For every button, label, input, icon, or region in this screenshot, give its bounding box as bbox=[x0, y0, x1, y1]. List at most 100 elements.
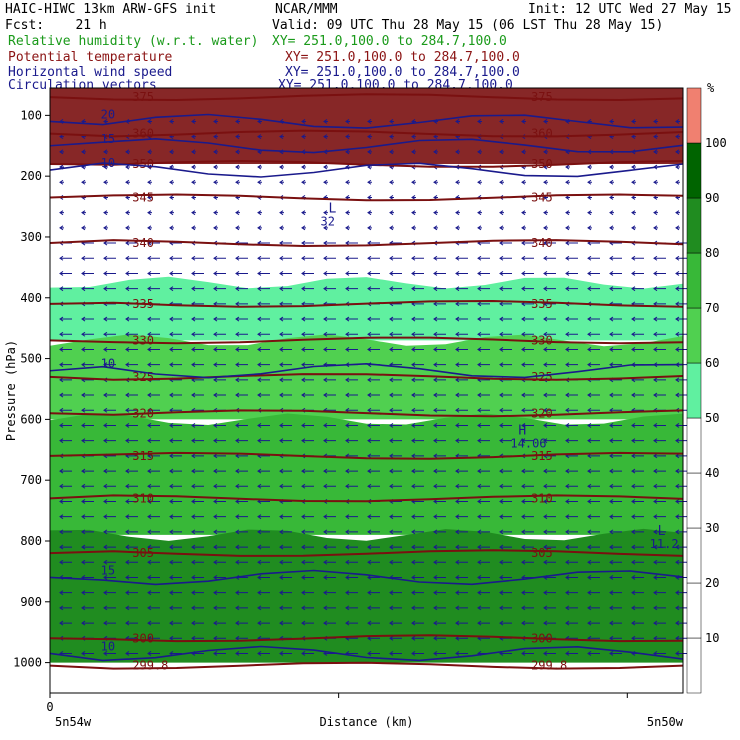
circulation-vector bbox=[609, 225, 614, 231]
circulation-vector bbox=[675, 438, 688, 444]
circulation-vector bbox=[675, 225, 680, 231]
circulation-vector bbox=[543, 119, 548, 124]
circulation-vector bbox=[235, 286, 248, 292]
circulation-vector bbox=[279, 590, 292, 596]
circulation-vector bbox=[389, 620, 402, 626]
circulation-vector bbox=[433, 179, 438, 185]
circulation-vector bbox=[543, 590, 556, 596]
circulation-vector bbox=[675, 210, 680, 216]
circulation-vector bbox=[301, 316, 314, 322]
circulation-vector bbox=[235, 225, 240, 231]
circulation-vector bbox=[103, 179, 108, 185]
circulation-vector bbox=[213, 301, 226, 307]
circulation-vector bbox=[213, 438, 226, 444]
circulation-vector bbox=[279, 255, 292, 261]
circulation-vector bbox=[235, 605, 248, 611]
circulation-vector bbox=[455, 590, 468, 596]
circulation-vector bbox=[323, 286, 336, 292]
circulation-vector bbox=[609, 438, 622, 444]
circulation-vector bbox=[675, 149, 680, 155]
circulation-vector bbox=[147, 225, 152, 231]
circulation-vector bbox=[411, 149, 416, 155]
theta-contour bbox=[49, 336, 684, 345]
circulation-vector bbox=[587, 544, 600, 550]
circulation-vector bbox=[213, 468, 226, 474]
circulation-vector bbox=[147, 119, 152, 124]
circulation-vector bbox=[411, 347, 424, 352]
circulation-vector bbox=[279, 468, 292, 474]
circulation-vector bbox=[125, 286, 138, 292]
circulation-vector bbox=[59, 286, 72, 292]
circulation-vector bbox=[411, 134, 416, 140]
circulation-vector bbox=[235, 483, 248, 489]
circulation-vector bbox=[191, 605, 204, 611]
circulation-vector bbox=[125, 164, 130, 170]
circulation-vector bbox=[235, 210, 240, 216]
theta-label: 310 bbox=[531, 491, 553, 505]
circulation-vector bbox=[433, 149, 438, 155]
circulation-vector bbox=[103, 164, 108, 170]
circulation-vector bbox=[301, 225, 306, 231]
circulation-vector bbox=[587, 255, 600, 261]
theta-contour bbox=[49, 409, 684, 418]
circulation-vector bbox=[235, 134, 240, 140]
circulation-vector bbox=[389, 605, 402, 611]
circulation-vector bbox=[389, 210, 394, 216]
circulation-vector bbox=[279, 164, 284, 170]
circulation-vector bbox=[301, 331, 314, 337]
circulation-vector bbox=[543, 423, 556, 428]
circulation-vector bbox=[521, 271, 534, 276]
circulation-vector bbox=[345, 559, 358, 565]
y-tick-label: 800 bbox=[20, 534, 42, 548]
circulation-vector bbox=[257, 225, 262, 231]
circulation-vector bbox=[323, 605, 336, 611]
circulation-vector bbox=[631, 423, 644, 428]
rh-layer bbox=[50, 413, 683, 535]
circulation-vector bbox=[323, 134, 328, 140]
extremum-value: 14.06 bbox=[510, 437, 546, 451]
circulation-vector bbox=[521, 590, 534, 596]
circulation-vector bbox=[609, 635, 622, 641]
circulation-vector bbox=[279, 301, 292, 307]
circulation-vector bbox=[565, 407, 578, 413]
circulation-vector bbox=[433, 377, 446, 383]
circulation-vector bbox=[389, 544, 402, 550]
circulation-vector bbox=[169, 210, 174, 216]
circulation-vector bbox=[653, 453, 666, 459]
circulation-vector bbox=[631, 195, 636, 200]
circulation-vector bbox=[367, 179, 372, 185]
circulation-vector bbox=[257, 210, 262, 216]
circulation-vector bbox=[653, 544, 666, 550]
circulation-vector bbox=[323, 377, 336, 383]
theta-label: 330 bbox=[531, 333, 553, 347]
circulation-vector bbox=[235, 620, 248, 626]
circulation-vector bbox=[631, 468, 644, 474]
circulation-vector bbox=[81, 529, 94, 535]
circulation-vector bbox=[301, 483, 314, 489]
circulation-vector bbox=[257, 575, 270, 580]
circulation-vector bbox=[191, 331, 204, 337]
circulation-vector bbox=[675, 347, 688, 352]
circulation-vector bbox=[499, 559, 512, 565]
circulation-vector bbox=[345, 377, 358, 383]
circulation-vector bbox=[389, 179, 394, 185]
circulation-vector bbox=[279, 377, 292, 383]
circulation-vector bbox=[609, 605, 622, 611]
circulation-vector bbox=[411, 453, 424, 459]
circulation-vector bbox=[455, 514, 468, 520]
circulation-vector bbox=[213, 514, 226, 520]
circulation-vector bbox=[389, 271, 402, 276]
circulation-vector bbox=[411, 210, 416, 216]
circulation-vector bbox=[587, 271, 600, 276]
circulation-vector bbox=[169, 179, 174, 185]
circulation-vector bbox=[81, 605, 94, 611]
circulation-vector bbox=[169, 271, 182, 276]
circulation-vector bbox=[59, 559, 72, 565]
circulation-vector bbox=[147, 620, 160, 626]
circulation-vector bbox=[323, 575, 336, 580]
circulation-vector bbox=[367, 438, 380, 444]
circulation-vector bbox=[565, 316, 578, 322]
circulation-vector bbox=[301, 605, 314, 611]
y-tick-label: 400 bbox=[20, 291, 42, 305]
circulation-vector bbox=[675, 179, 680, 185]
